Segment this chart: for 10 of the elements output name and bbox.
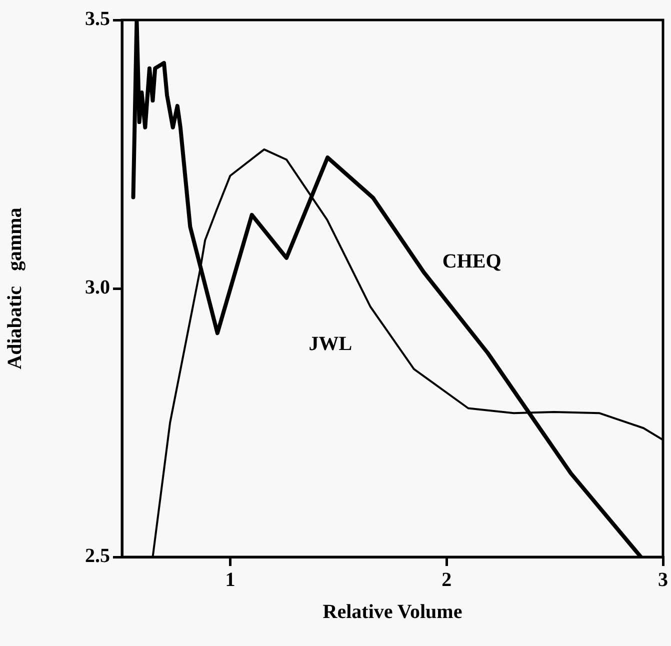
x-axis-title: Relative Volume [322, 601, 462, 624]
x-tick-label: 2 [442, 569, 452, 592]
y-tick-label: 2.5 [85, 545, 110, 568]
y-tick-label: 3.5 [85, 8, 110, 30]
y-tick-label: 3.0 [85, 276, 110, 299]
x-tick-label: 1 [225, 569, 236, 592]
series-label: CHEQ [442, 250, 502, 273]
series-label: JWL [308, 332, 352, 355]
x-tick-label: 3 [658, 569, 668, 592]
y-axis-title: Adiabatic gamma [4, 208, 26, 370]
